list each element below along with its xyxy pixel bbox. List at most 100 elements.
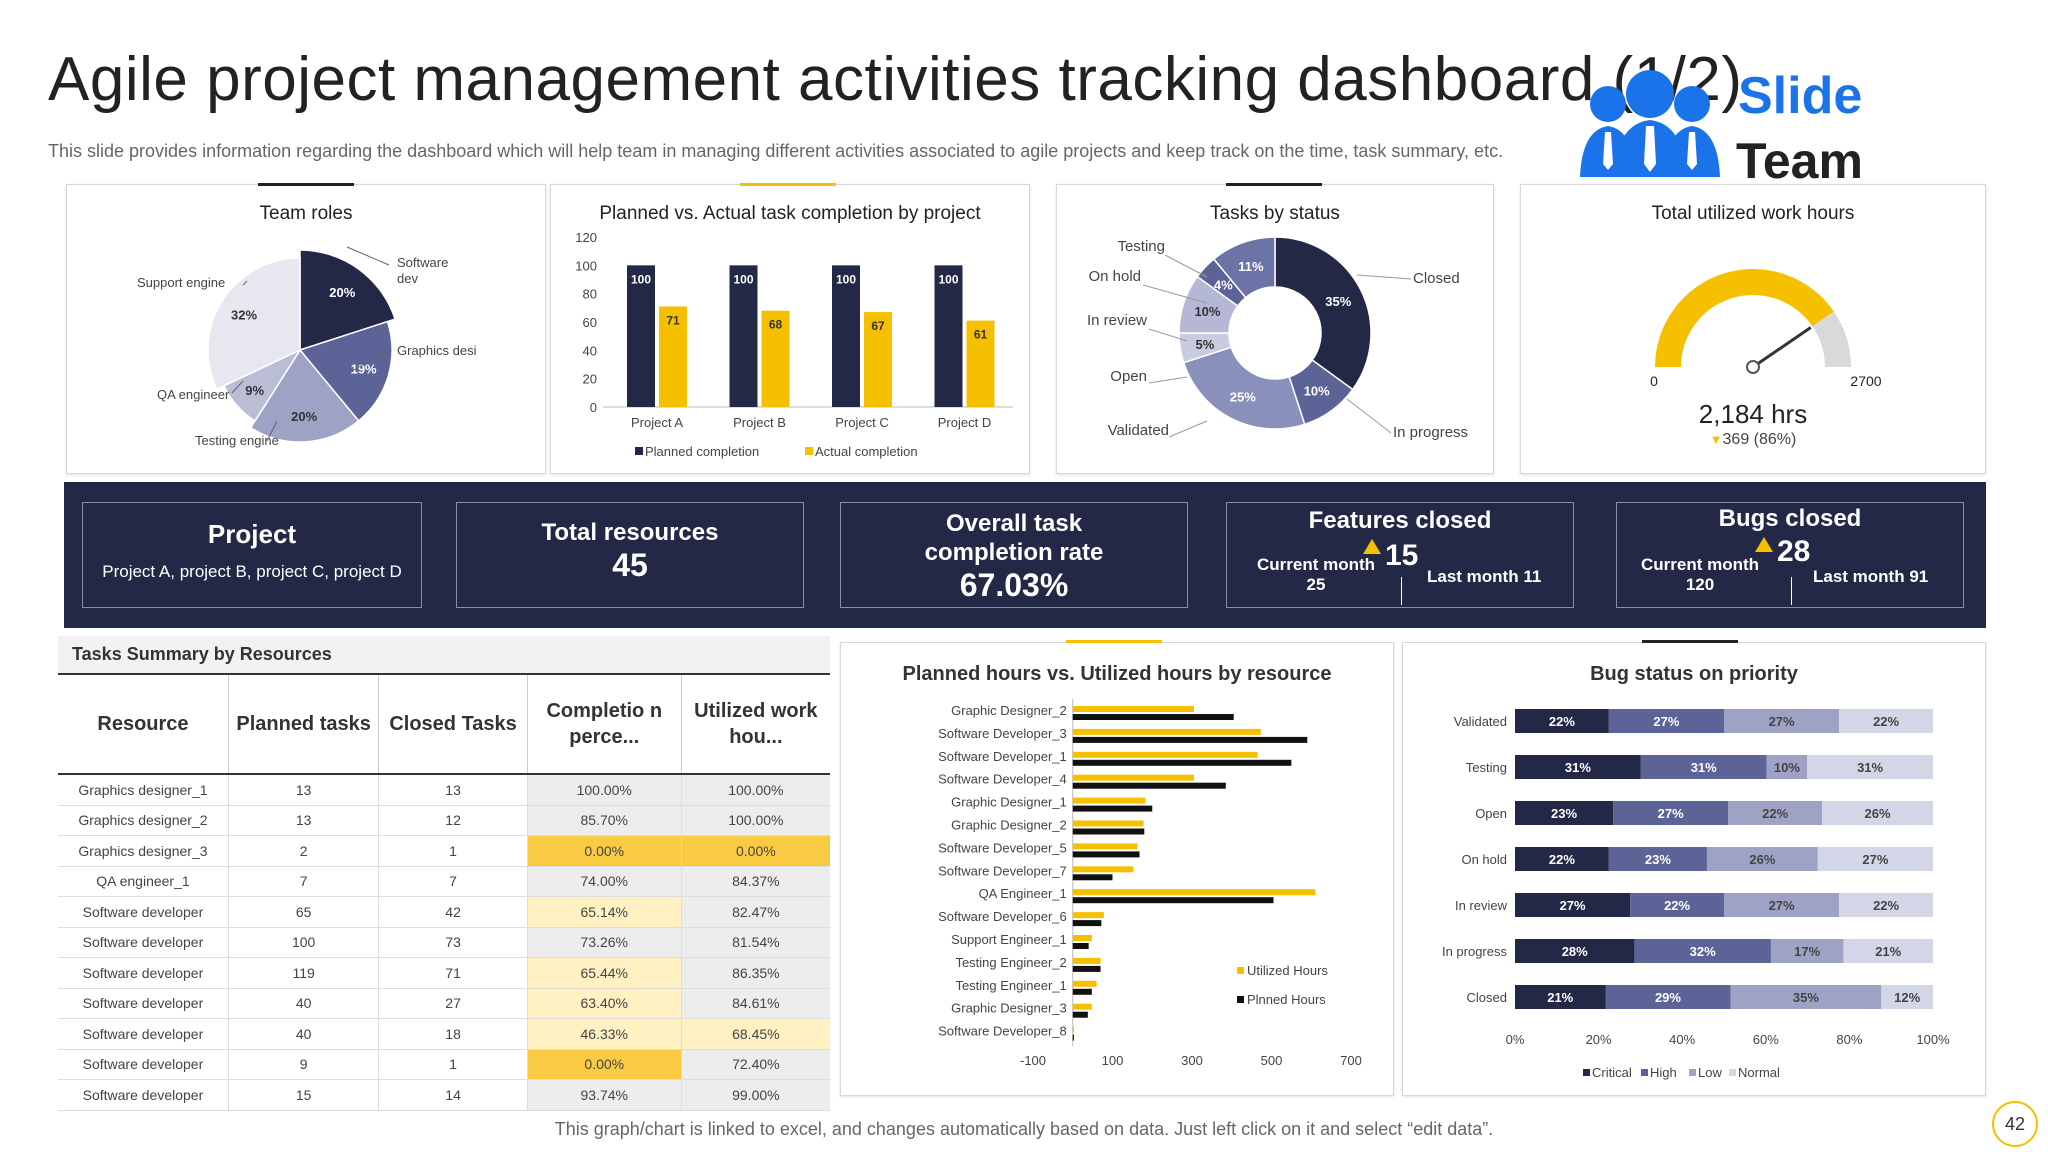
leader-line [1356, 274, 1412, 280]
table-cell: 100.00% [681, 773, 830, 806]
table-row[interactable]: Graphics designer_1 13 13 100.00% 100.00% [58, 773, 830, 806]
table-cell: 85.70% [527, 805, 682, 836]
column-header[interactable]: Planned tasks [228, 675, 380, 774]
legend-label: Actual completion [815, 444, 918, 459]
hours-resource-chart[interactable]: Graphic Designer_2 Software Developer_3 So… [841, 643, 1393, 1095]
table-cell: 73.26% [527, 927, 682, 958]
table-cell: 84.37% [681, 866, 830, 897]
segment-data-label: 23% [1645, 852, 1671, 867]
leader-line [1148, 328, 1188, 342]
donut-value-label: 35% [1325, 294, 1351, 309]
table-row[interactable]: Software developer 15 14 93.74% 99.00% [58, 1079, 830, 1111]
segment-data-label: 29% [1655, 990, 1681, 1005]
pie-slice [249, 348, 360, 443]
donut-category-label: In progress [1393, 424, 1468, 441]
table-cell: Software developer [58, 1049, 229, 1080]
gauge-remaining-arc [1812, 311, 1851, 367]
y-tick-label: Software Developer_5 [938, 840, 1067, 855]
stacked-bar-segment [1807, 755, 1933, 779]
legend-swatch [1729, 1069, 1736, 1076]
y-tick-label: Open [1475, 806, 1507, 821]
table-cell: 7 [378, 866, 528, 897]
table-cell: 93.74% [527, 1079, 682, 1111]
bar [934, 265, 963, 407]
column-header[interactable]: Completio n perce... [527, 675, 682, 774]
pie-value-label: 32% [231, 308, 257, 323]
bar [832, 265, 860, 407]
bar [1072, 736, 1308, 743]
donut-slice [1212, 236, 1276, 299]
y-tick-label: In review [1455, 898, 1508, 913]
gauge-value: 2,184 hrs [1698, 399, 1808, 429]
table-cell: 27 [378, 988, 528, 1019]
donut-value-label: 25% [1230, 389, 1256, 404]
kpi-resources[interactable]: Total resources 45 [456, 502, 804, 608]
team-roles-panel: Team roles 20% Software dev 19% Graphics des… [66, 184, 546, 474]
table-cell: 13 [228, 805, 380, 836]
stacked-bar-segment [1515, 801, 1614, 825]
hours-resource-panel: Planned hours vs. Utilized hours by reso… [840, 642, 1394, 1096]
work-hours-gauge[interactable] [1521, 185, 1985, 473]
stacked-bar-segment [1706, 847, 1818, 871]
pie-category-label: Support engine [137, 275, 225, 290]
table-row[interactable]: Software developer 40 18 46.33% 68.45% [58, 1018, 830, 1050]
bar-data-label: 71 [666, 313, 680, 327]
leader-line [1142, 284, 1208, 304]
table-cell: 68.45% [681, 1018, 830, 1050]
kpi-features[interactable]: Features closed Current month 25 15 Last … [1226, 502, 1574, 608]
table-row[interactable]: Software developer 65 42 65.14% 82.47% [58, 896, 830, 928]
column-header[interactable]: Utilized work hou... [694, 700, 818, 748]
table-row[interactable]: Software developer 40 27 63.40% 84.61% [58, 988, 830, 1019]
planned-actual-chart[interactable]: 0 20 40 60 80 100 120 100 71 Project A 100 68 Projec… [551, 185, 1029, 473]
segment-data-label: 22% [1873, 714, 1899, 729]
bar [1072, 889, 1316, 896]
table-cell: 46.33% [527, 1018, 682, 1050]
segment-data-label: 22% [1549, 714, 1575, 729]
y-tick-label: Software Developer_6 [938, 909, 1067, 924]
table-cell: 12 [378, 805, 528, 836]
leader-line [1346, 398, 1392, 434]
table-row[interactable]: Graphics designer_2 13 12 85.70% 100.00% [58, 805, 830, 836]
team-roles-title: Team roles [259, 203, 353, 224]
tasks-summary-title: Tasks Summary by Resources [58, 636, 830, 675]
donut-category-label: In review [1087, 312, 1147, 329]
tasks-status-chart[interactable]: 35% Closed 10% In progress 25% Validated 5% Ope… [1057, 185, 1493, 473]
kpi-project[interactable]: Project Project A, project B, project C,… [82, 502, 422, 608]
kpi-features-current-label: Current month [1256, 555, 1376, 574]
stacked-bar-segment [1515, 755, 1641, 779]
y-tick-label: 20 [583, 372, 597, 387]
table-row[interactable]: Software developer 100 73 73.26% 81.54% [58, 927, 830, 958]
y-tick-label: Testing Engineer_2 [955, 955, 1066, 970]
leader-line [1164, 254, 1208, 278]
table-row[interactable]: Software developer 9 1 0.00% 72.40% [58, 1049, 830, 1080]
table-row[interactable]: Software developer 119 71 65.44% 86.35% [58, 957, 830, 989]
segment-data-label: 26% [1865, 806, 1891, 821]
bar [1072, 797, 1146, 804]
column-header[interactable]: Closed Tasks [378, 675, 528, 774]
hours-resource-title: Planned hours vs. Utilized hours by reso… [902, 663, 1332, 685]
x-tick-label: 0% [1506, 1032, 1525, 1047]
kpi-completion[interactable]: Overall task completion rate 67.03% [840, 502, 1188, 608]
kpi-resources-value: 45 [612, 547, 648, 583]
table-cell: 74.00% [527, 866, 682, 897]
table-row[interactable]: Graphics designer_3 2 1 0.00% 0.00% [58, 835, 830, 867]
table-cell: 100 [228, 927, 380, 958]
tasks-summary-table: Tasks Summary by Resources Resource Plann… [58, 636, 830, 1111]
y-tick-label: Support Engineer_1 [951, 932, 1067, 947]
segment-data-label: 32% [1690, 944, 1716, 959]
table-row[interactable]: QA engineer_1 7 7 74.00% 84.37% [58, 866, 830, 897]
legend-swatch [1237, 996, 1244, 1003]
column-header[interactable]: Resource [58, 675, 229, 774]
donut-value-label: 10% [1194, 304, 1220, 319]
y-tick-label: Software Developer_4 [938, 772, 1067, 787]
bar [1072, 943, 1089, 949]
bar-data-label: 61 [974, 328, 988, 342]
team-roles-chart[interactable]: 20% Software dev 19% Graphics desi 20% Testing… [67, 185, 545, 473]
bar [729, 265, 758, 407]
y-tick-label: Closed [1467, 990, 1507, 1005]
deco-line [1066, 640, 1162, 643]
kpi-bugs[interactable]: Bugs closed Current month 120 28 Last mon… [1616, 502, 1964, 608]
bar [1072, 1034, 1074, 1041]
bug-priority-chart[interactable]: Validated 22% 27% 27% 22% Testing 31% 31% 10% 31%… [1403, 643, 1985, 1095]
segment-data-label: 22% [1873, 898, 1899, 913]
